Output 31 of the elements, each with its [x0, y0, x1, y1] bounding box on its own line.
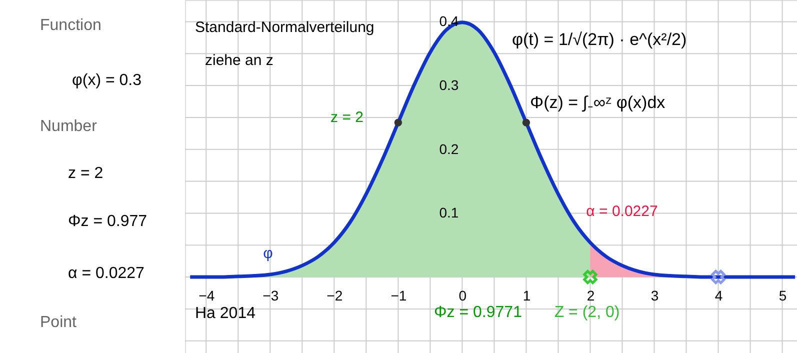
x-tick-label: 1	[522, 288, 531, 304]
text: Function	[40, 17, 102, 34]
annotation: φ	[263, 245, 274, 262]
annotation: α = 0.0227	[586, 203, 658, 220]
text: Number	[40, 118, 98, 135]
text: α = 0.0227	[68, 265, 145, 282]
x-tick-label: 3	[650, 288, 659, 304]
y-tick-label: 0.2	[439, 140, 459, 157]
annotation: φ(t) = 1/√(2π) · e^(x²/2)	[512, 30, 687, 49]
annotation: Ha 2014	[195, 305, 256, 322]
annotation: Φ(z) = ∫₋∞ᶻ φ(x)dx	[530, 93, 666, 112]
annotation: ziehe an z	[205, 52, 274, 69]
text: Φz = 0.977	[68, 213, 148, 230]
annotation: Z = (2, 0)	[554, 304, 620, 321]
annotation: Φz = 0.9771	[434, 304, 522, 321]
x-tick-label: 4	[714, 288, 723, 304]
text: z = 2	[68, 165, 104, 182]
text: φ(x) = 0.3	[72, 72, 142, 89]
text: Point	[40, 314, 78, 331]
x-tick-label: 2	[586, 288, 595, 304]
y-tick-label: 0.1	[439, 204, 459, 221]
y-tick-label: 0.4	[439, 13, 459, 30]
x-tick-label: −2	[326, 288, 343, 304]
x-tick-label: 5	[778, 288, 787, 304]
y-tick-label: 0.3	[439, 77, 459, 94]
annotation: Standard-Normalverteilung	[195, 19, 374, 36]
annotation: z = 2	[330, 109, 364, 126]
x-tick-label: 0	[458, 288, 467, 304]
x-tick-label: −1	[390, 288, 407, 304]
x-tick-label: −4	[198, 288, 215, 304]
x-tick-label: −3	[262, 288, 279, 304]
